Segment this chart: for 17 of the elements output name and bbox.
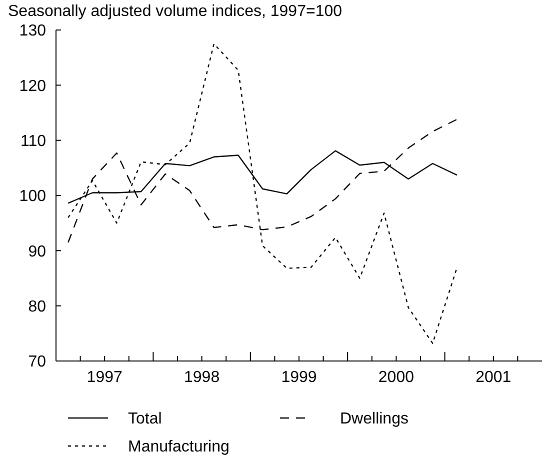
legend-label: Dwellings — [340, 410, 408, 428]
x-tick-label: 1999 — [281, 369, 317, 386]
legend-label: Manufacturing — [128, 438, 230, 456]
y-tick-label: 130 — [19, 22, 46, 40]
chart-title: Seasonally adjusted volume indices, 1997=100 — [8, 3, 342, 20]
y-tick-label: 90 — [28, 243, 46, 260]
legend-label: Total — [128, 410, 162, 428]
y-tick-label: 80 — [28, 298, 46, 316]
y-tick-label: 120 — [19, 78, 46, 95]
y-tick-label: 110 — [20, 132, 46, 150]
x-tick-label: 2001 — [476, 369, 512, 386]
x-tick-label: 1997 — [86, 369, 122, 386]
y-tick-label: 100 — [19, 188, 46, 206]
x-tick-label: 1998 — [184, 369, 220, 386]
x-tick-label: 2000 — [378, 369, 414, 386]
line-series — [68, 43, 458, 344]
y-tick-label: 70 — [28, 354, 46, 371]
